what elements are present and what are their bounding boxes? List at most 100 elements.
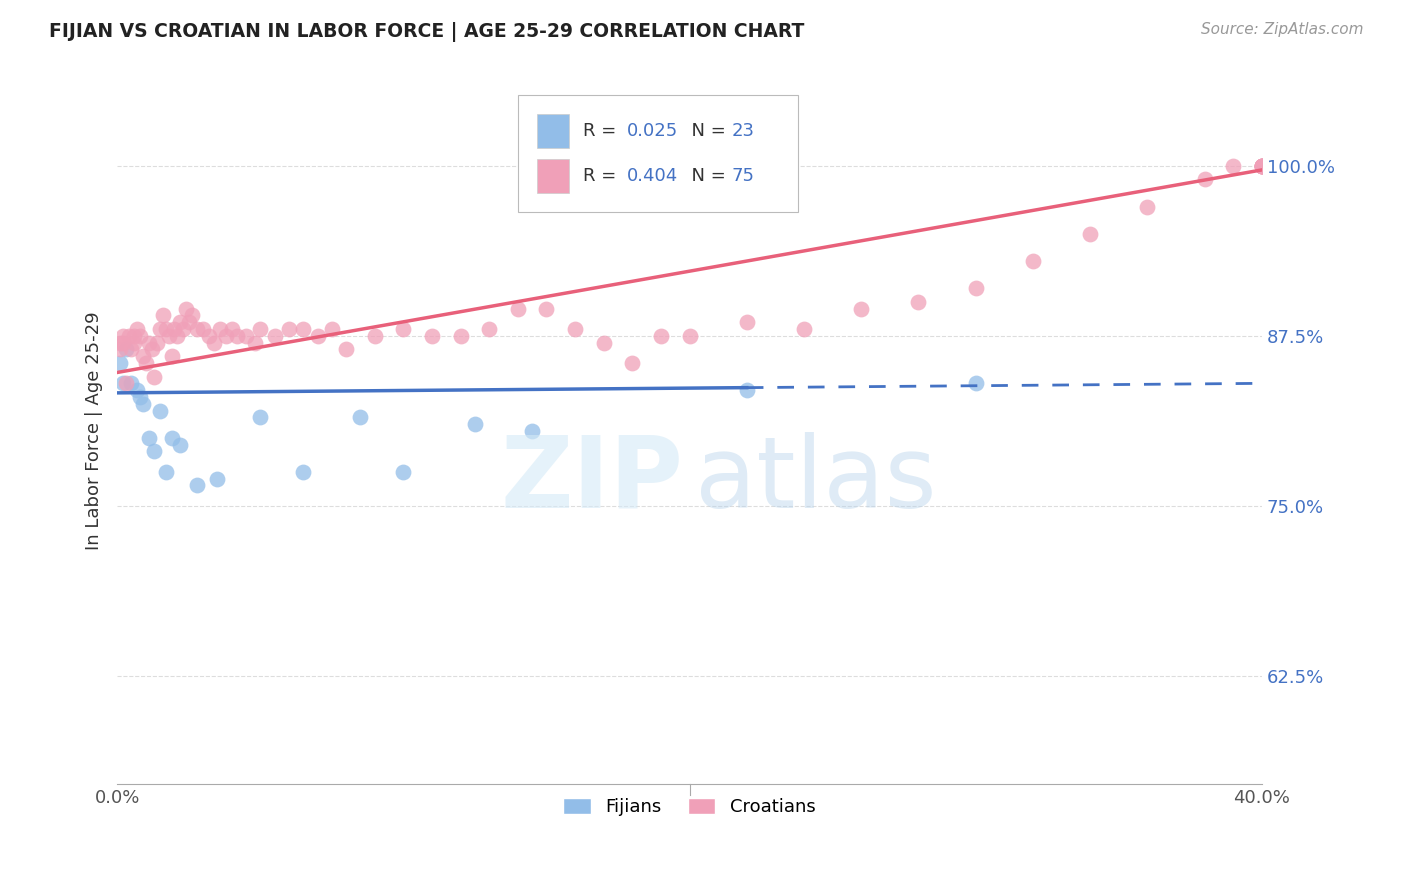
Point [650,328,672,343]
Point [117,328,139,343]
Point [174,301,197,316]
Text: 23: 23 [733,122,755,140]
Text: atlas: atlas [696,432,936,529]
Point [1251,159,1274,173]
Point [169,437,191,451]
Point [155,322,177,336]
Point [226,328,249,343]
Point [965,376,987,391]
Point [152,309,174,323]
Point [1251,159,1274,173]
Point [129,390,152,404]
Point [172,322,194,336]
Text: R =: R = [583,122,621,140]
Point [249,410,271,425]
Point [127,383,149,397]
Point [249,322,271,336]
Point [146,335,169,350]
Point [169,315,191,329]
Point [166,328,188,343]
Point [186,478,208,492]
Text: R =: R = [583,167,621,185]
Point [108,343,131,357]
Point [177,315,200,329]
Point [138,335,160,350]
Point [215,328,238,343]
Point [1136,200,1159,214]
Point [564,322,586,336]
Text: N =: N = [681,167,733,185]
Point [349,410,371,425]
Point [163,322,186,336]
Point [592,335,614,350]
Text: Source: ZipAtlas.com: Source: ZipAtlas.com [1201,22,1364,37]
Point [1194,172,1216,186]
Text: 0.404: 0.404 [627,167,678,185]
Point [180,309,202,323]
Point [143,369,166,384]
Point [292,465,315,479]
Text: FIJIAN VS CROATIAN IN LABOR FORCE | AGE 25-29 CORRELATION CHART: FIJIAN VS CROATIAN IN LABOR FORCE | AGE … [49,22,804,42]
Point [121,376,143,391]
Point [197,328,219,343]
Point [204,335,226,350]
Point [124,335,146,350]
Point [114,343,136,357]
Point [735,383,758,397]
Point [392,322,415,336]
Point [141,343,163,357]
Point [143,444,166,458]
Point [221,322,243,336]
Point [392,465,415,479]
Point [1251,159,1274,173]
Text: N =: N = [681,122,733,140]
Point [450,328,472,343]
Point [132,349,155,363]
Point [478,322,501,336]
Point [678,328,700,343]
Point [149,322,172,336]
Point [907,294,929,309]
Legend: Fijians, Croatians: Fijians, Croatians [554,789,825,825]
Point [114,376,136,391]
Text: ZIP: ZIP [501,432,683,529]
Point [111,328,134,343]
Point [132,397,155,411]
Point [851,301,873,316]
FancyBboxPatch shape [517,95,799,211]
Point [520,424,543,438]
Point [464,417,486,431]
Point [127,322,149,336]
Point [277,322,299,336]
Point [307,328,329,343]
Point [965,281,987,295]
FancyBboxPatch shape [537,114,569,148]
Point [1251,159,1274,173]
Point [1022,254,1045,268]
Point [793,322,815,336]
Point [207,471,229,485]
Point [621,356,644,370]
Point [536,301,558,316]
Point [506,301,529,316]
Text: 0.025: 0.025 [627,122,678,140]
Point [235,328,257,343]
Point [321,322,343,336]
Point [111,335,134,350]
Point [155,465,177,479]
Point [364,328,387,343]
Y-axis label: In Labor Force | Age 25-29: In Labor Force | Age 25-29 [86,311,103,550]
Point [129,328,152,343]
Point [263,328,285,343]
Point [124,328,146,343]
Point [1251,159,1274,173]
Point [121,343,143,357]
Point [1078,227,1101,241]
Point [186,322,208,336]
Point [335,343,357,357]
Point [191,322,214,336]
Point [108,335,131,350]
Point [1222,159,1244,173]
Point [1251,159,1274,173]
Point [160,349,183,363]
